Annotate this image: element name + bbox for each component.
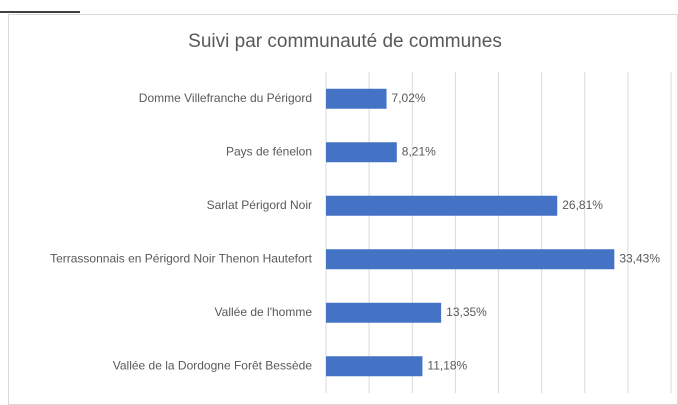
data-label: 7,02% xyxy=(392,91,426,105)
bar xyxy=(326,195,558,216)
data-label: 33,43% xyxy=(619,251,660,265)
data-label: 26,81% xyxy=(562,198,603,212)
data-label: 13,35% xyxy=(446,305,487,319)
bar xyxy=(326,356,423,377)
y-tick-label: Terrassonnais en Périgord Noir Thenon Ha… xyxy=(50,251,313,265)
y-tick-label: Pays de fénelon xyxy=(226,144,312,158)
y-tick-label: Domme Villefranche du Périgord xyxy=(139,91,312,105)
data-label: 11,18% xyxy=(427,358,467,372)
chart-title: Suivi par communauté de communes xyxy=(188,31,502,52)
y-tick-label: Vallée de la Dordogne Forêt Bessède xyxy=(113,358,313,372)
bar xyxy=(326,88,387,109)
y-tick-label: Sarlat Périgord Noir xyxy=(207,198,312,212)
y-tick-label: Vallée de l'homme xyxy=(215,305,313,319)
data-label: 8,21% xyxy=(402,144,436,158)
bar xyxy=(326,302,442,323)
bar xyxy=(326,142,397,163)
bar xyxy=(326,249,615,270)
